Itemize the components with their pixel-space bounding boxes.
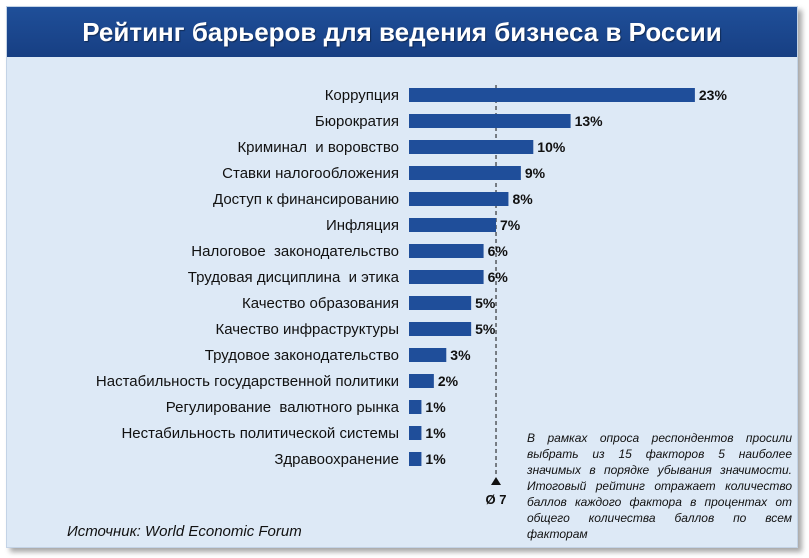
category-label: Бюрократия	[315, 113, 399, 130]
value-label: 7%	[500, 217, 521, 233]
bar	[409, 426, 422, 440]
bar	[409, 88, 695, 102]
value-label: 5%	[475, 295, 496, 311]
bar	[409, 348, 447, 362]
value-label: 6%	[488, 269, 509, 285]
category-label: Регулирование валютного рынка	[166, 399, 400, 416]
bar	[409, 140, 534, 154]
category-label: Коррупция	[325, 87, 399, 104]
value-label: 6%	[488, 243, 509, 259]
category-label: Качество образования	[242, 295, 399, 312]
value-label: 9%	[525, 165, 546, 181]
bar	[409, 270, 484, 284]
bar	[409, 452, 422, 466]
category-label: Инфляция	[326, 217, 399, 234]
title-bar: Рейтинг барьеров для ведения бизнеса в Р…	[7, 7, 797, 57]
bar	[409, 244, 484, 258]
category-label: Трудовая дисциплина и этика	[188, 269, 400, 286]
value-label: 2%	[438, 373, 459, 389]
bar	[409, 296, 472, 310]
category-label: Доступ к финансированию	[213, 191, 399, 208]
category-label: Качество инфраструктуры	[215, 321, 399, 338]
bar	[409, 400, 422, 414]
value-label: 10%	[537, 139, 566, 155]
category-label: Нестабильность политической системы	[121, 425, 399, 442]
value-label: 1%	[425, 399, 446, 415]
value-label: 8%	[512, 191, 533, 207]
average-marker	[491, 477, 502, 485]
bar	[409, 322, 472, 336]
bar	[409, 218, 497, 232]
average-label: Ø 7	[486, 492, 507, 507]
value-label: 5%	[475, 321, 496, 337]
category-label: Ставки налогообложения	[222, 165, 399, 182]
survey-note: В рамках опроса респондентов просили выб…	[527, 431, 792, 541]
category-label: Трудовое законодательство	[205, 347, 399, 364]
category-label: Налоговое законодательство	[191, 243, 399, 260]
value-label: 1%	[425, 425, 446, 441]
value-label: 23%	[699, 87, 728, 103]
value-label: 13%	[575, 113, 604, 129]
value-label: 1%	[425, 451, 446, 467]
bar	[409, 374, 434, 388]
bar	[409, 114, 571, 128]
value-label: 3%	[450, 347, 471, 363]
bar	[409, 192, 509, 206]
source-text: Источник: World Economic Forum	[67, 523, 302, 540]
bar	[409, 166, 521, 180]
chart-frame: Рейтинг барьеров для ведения бизнеса в Р…	[6, 6, 798, 548]
category-label: Криминал и воровство	[237, 139, 399, 156]
chart-title: Рейтинг барьеров для ведения бизнеса в Р…	[82, 16, 722, 47]
category-label: Здравоохранение	[274, 451, 399, 468]
bar-chart: Ø 7 Коррупция 23% Бюрократия 13% Криминал и в…	[96, 85, 728, 507]
category-label: Настабильность государственной политики	[96, 373, 399, 390]
